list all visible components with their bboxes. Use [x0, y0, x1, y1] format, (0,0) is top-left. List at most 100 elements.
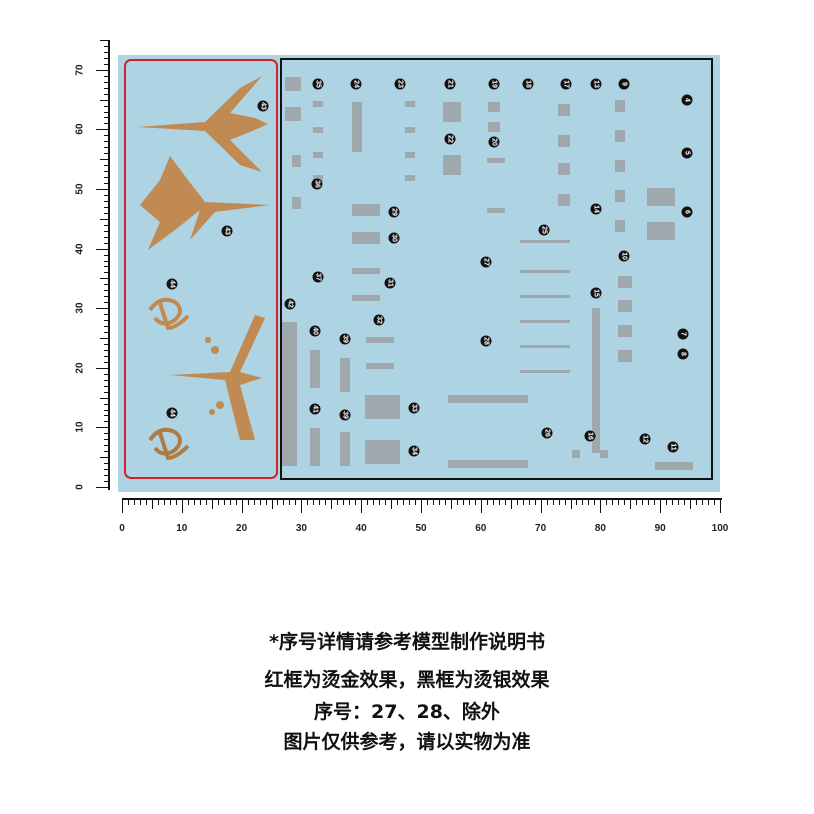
- ruler-tick: [100, 278, 110, 280]
- ruler-label: 50: [74, 183, 86, 195]
- decal-part: [352, 295, 380, 301]
- decal-part: [443, 155, 461, 175]
- ruler-tick: [385, 499, 387, 505]
- ruler-tick: [522, 499, 524, 505]
- ruler-tick: [462, 499, 464, 505]
- ruler-tick: [648, 499, 650, 505]
- ruler-label: 50: [415, 523, 427, 534]
- ruler-tick: [104, 165, 110, 167]
- part-number-badge: 43: [221, 225, 233, 237]
- ruler-tick: [600, 499, 602, 513]
- decal-part: [352, 204, 380, 216]
- ruler-label: 30: [74, 302, 86, 314]
- ruler-tick: [133, 499, 135, 505]
- decal-part: [365, 395, 400, 419]
- ruler-tick: [504, 499, 506, 505]
- ruler-tick: [104, 206, 110, 208]
- part-number-badge: 19: [488, 78, 500, 90]
- decal-part: [520, 295, 570, 298]
- ruler-tick: [104, 260, 110, 262]
- ruler-label: 60: [74, 123, 86, 135]
- ruler-tick: [582, 499, 584, 505]
- note-line-3: 序号：27、28、除外: [314, 701, 500, 723]
- decal-part: [292, 155, 301, 167]
- ruler-tick: [498, 499, 500, 505]
- ruler-tick: [104, 111, 110, 113]
- ruler-tick: [259, 499, 261, 505]
- ruler-tick: [468, 499, 470, 505]
- part-number-badge: 31: [384, 277, 396, 289]
- ruler-tick: [355, 499, 357, 505]
- ruler-tick: [432, 499, 434, 505]
- decal-part: [615, 100, 625, 112]
- ruler-tick: [104, 379, 110, 381]
- ruler-tick: [96, 248, 110, 250]
- ruler-tick: [104, 481, 110, 483]
- ruler-tick: [456, 499, 458, 505]
- decal-part: [520, 320, 570, 323]
- ruler-tick: [313, 499, 315, 505]
- ruler-tick: [104, 200, 110, 202]
- ruler-tick: [295, 499, 297, 505]
- ruler-tick: [104, 87, 110, 89]
- part-number-badge: 30: [388, 232, 400, 244]
- ruler-tick: [104, 212, 110, 214]
- decal-part: [618, 300, 632, 312]
- ruler-tick: [104, 475, 110, 477]
- ruler-tick: [96, 129, 110, 131]
- decal-part: [615, 190, 625, 202]
- ruler-tick: [325, 499, 327, 505]
- part-number-badge: 32: [373, 314, 385, 326]
- decal-part: [558, 194, 570, 206]
- part-number-badge: 43: [257, 100, 269, 112]
- note-line-4: 图片仅供参考，请以实物为准: [283, 731, 531, 753]
- ruler-tick: [217, 499, 219, 505]
- ruler-tick: [492, 499, 494, 505]
- decal-part: [618, 276, 632, 288]
- ruler-tick: [100, 40, 110, 41]
- ruler-label: 70: [535, 523, 547, 534]
- ruler-label: 10: [176, 523, 188, 534]
- decal-part: [366, 363, 394, 369]
- decal-part: [520, 240, 570, 243]
- decal-part: [615, 160, 625, 172]
- decal-part: [487, 208, 505, 213]
- ruler-line: [122, 498, 722, 500]
- ruler-tick: [606, 499, 608, 505]
- ruler-tick: [104, 409, 110, 411]
- ruler-tick: [534, 499, 536, 505]
- decal-part: [405, 101, 415, 107]
- gold-foil-frame: [124, 59, 278, 479]
- decal-part: [655, 462, 693, 470]
- ruler-label: 40: [355, 523, 367, 534]
- part-number-badge: 22: [444, 133, 456, 145]
- ruler-tick: [594, 499, 596, 505]
- note-line-2: 红框为烫金效果，黑框为烫银效果: [264, 669, 550, 691]
- ruler-tick: [104, 93, 110, 95]
- ruler-tick: [450, 499, 452, 509]
- part-number-badge: 34: [408, 445, 420, 457]
- ruler-tick: [104, 469, 110, 471]
- ruler-tick: [104, 81, 110, 83]
- decal-part: [292, 197, 301, 209]
- phi-emblem-2: [148, 427, 190, 461]
- ruler-tick: [127, 499, 129, 505]
- decal-part: [647, 222, 675, 240]
- ruler-tick: [205, 499, 207, 505]
- part-number-badge: 37: [312, 271, 324, 283]
- decal-part: [366, 337, 394, 343]
- decal-part: [310, 350, 320, 388]
- ruler-tick: [104, 194, 110, 196]
- decal-part: [572, 450, 580, 458]
- ruler-tick: [104, 230, 110, 232]
- ruler-tick: [241, 499, 243, 513]
- ruler-tick: [104, 403, 110, 405]
- decal-part: [618, 350, 632, 362]
- part-number-badge: 20: [488, 136, 500, 148]
- part-number-badge: 4: [681, 94, 693, 106]
- ruler-tick: [612, 499, 614, 505]
- part-number-badge: 11: [667, 441, 679, 453]
- decal-part: [340, 432, 350, 466]
- decal-part: [282, 322, 297, 466]
